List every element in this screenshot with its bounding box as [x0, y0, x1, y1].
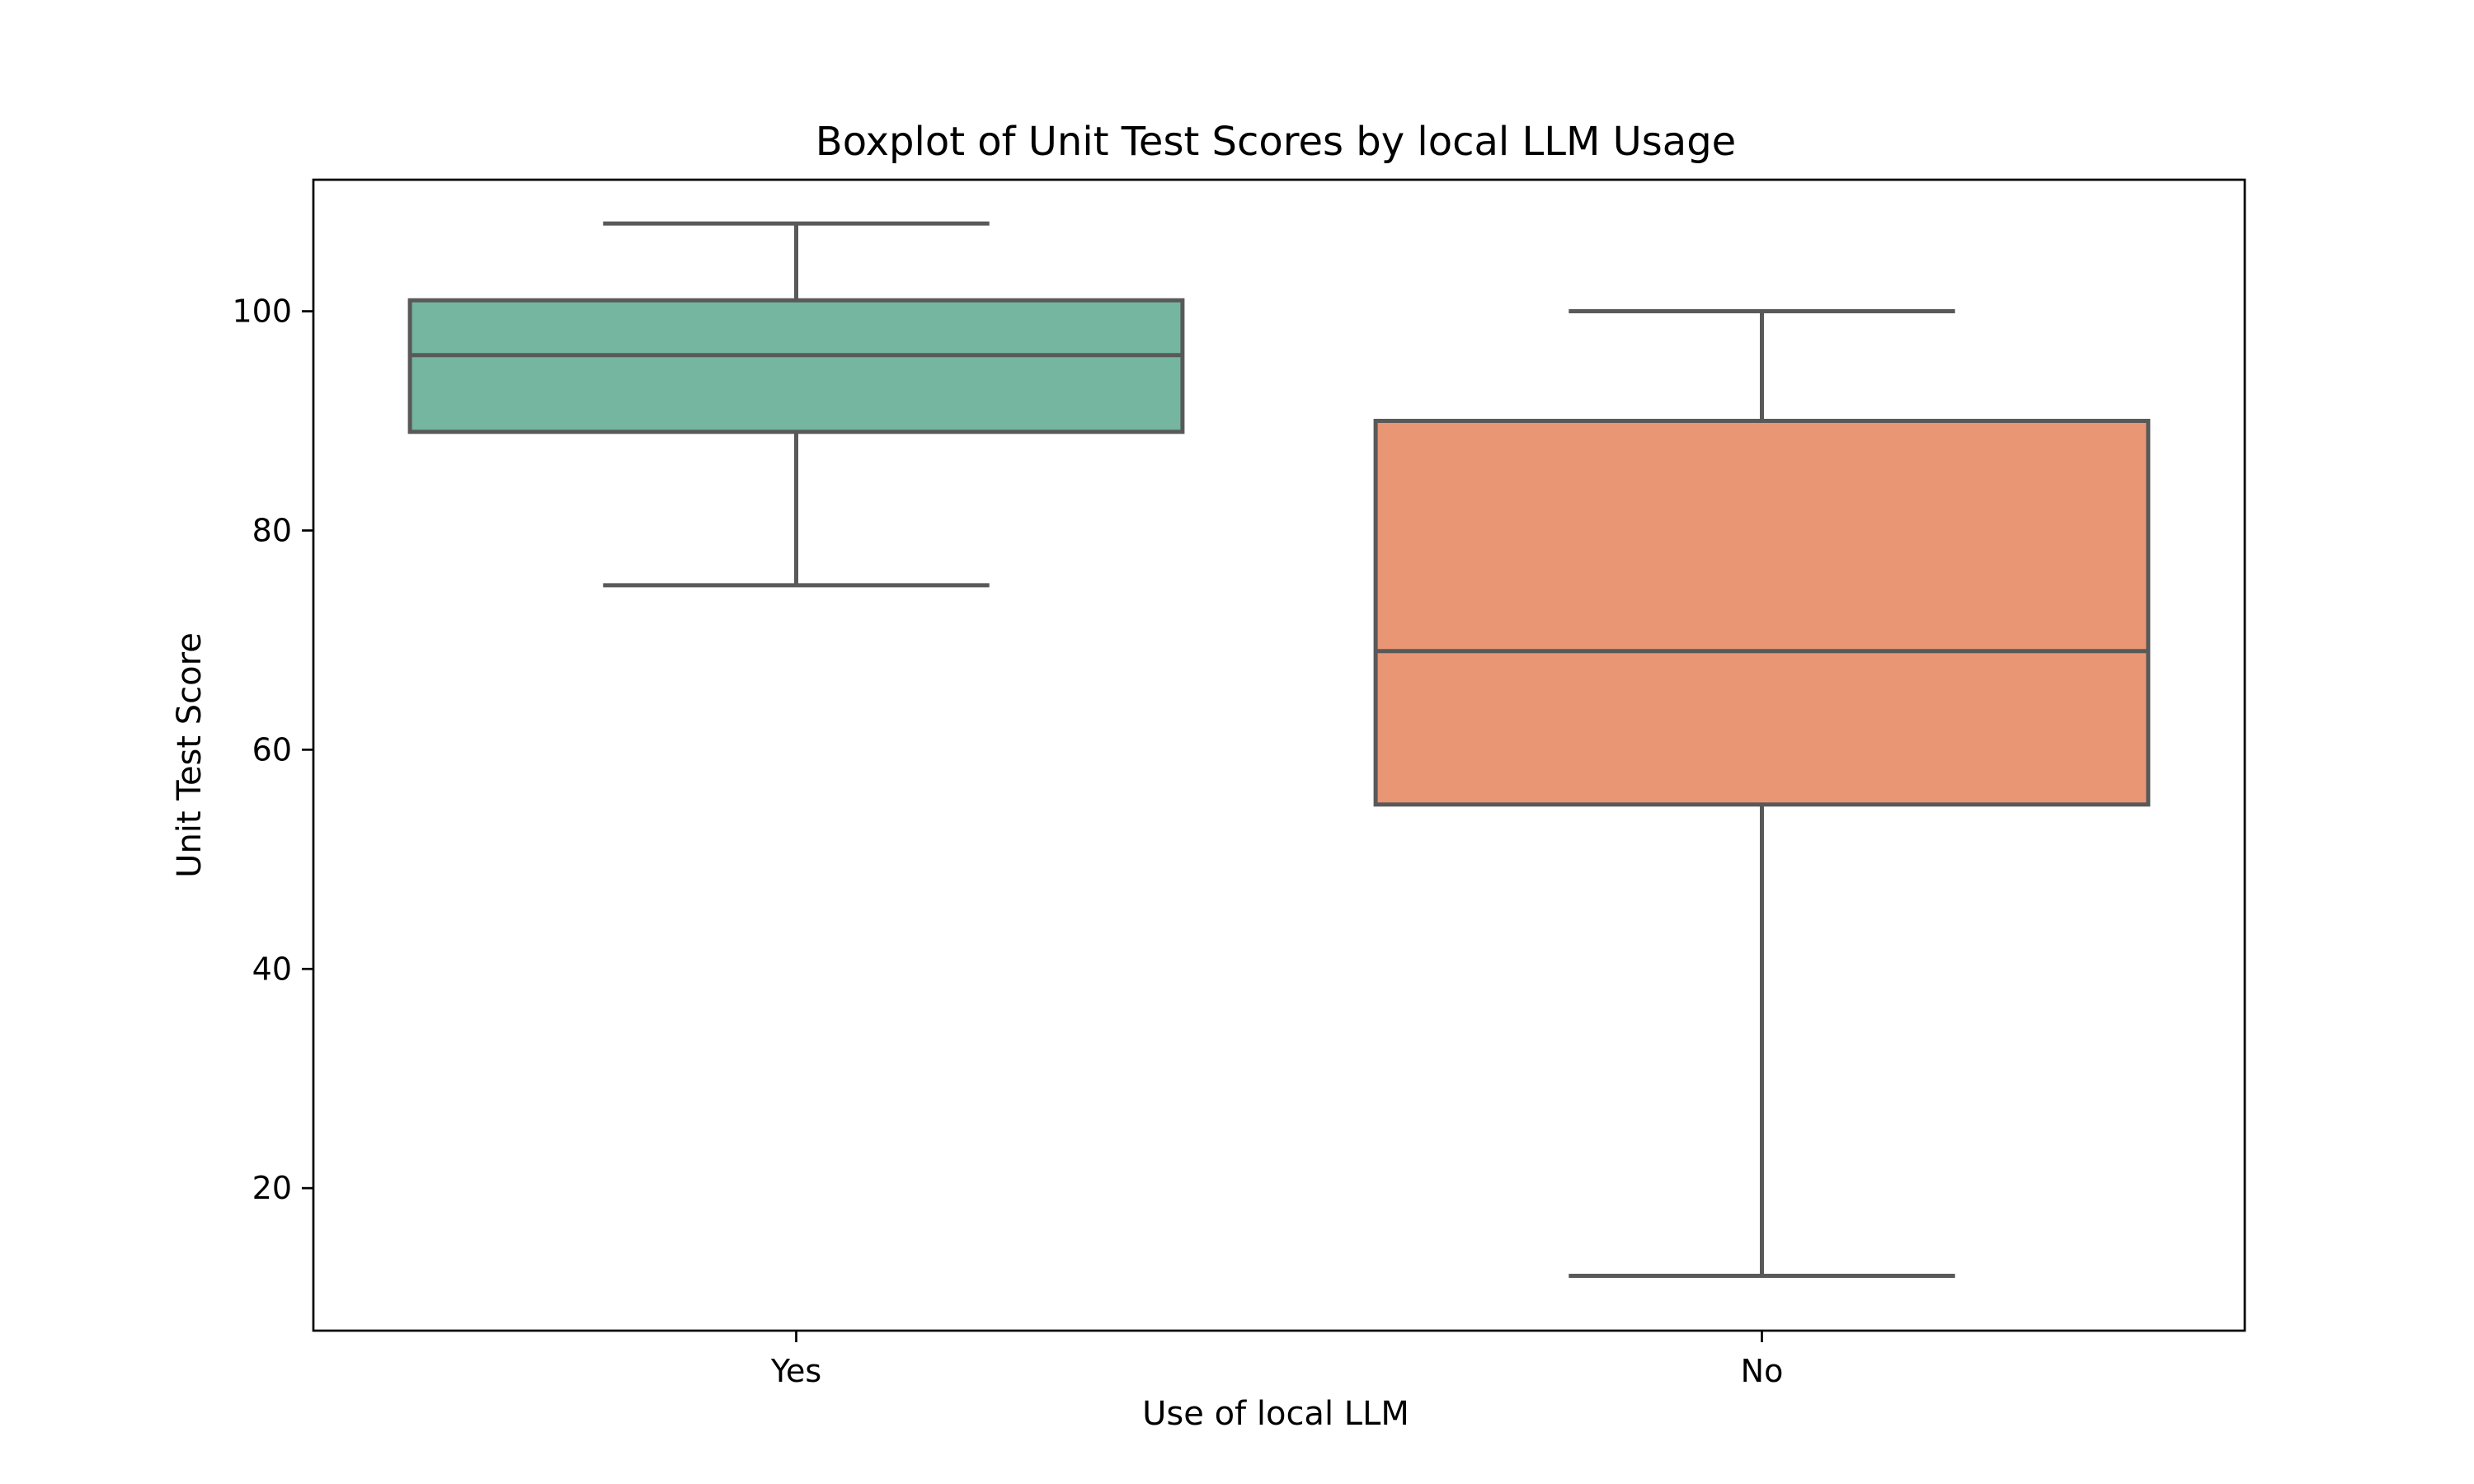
y-tick-label: 100 [232, 294, 292, 330]
box-no [1373, 418, 2151, 807]
y-tick-label: 60 [252, 731, 292, 768]
box-yes [407, 298, 1185, 434]
x-tick-label: Yes [770, 1353, 821, 1389]
plot-frame [312, 178, 2246, 1332]
chart-title: Boxplot of Unit Test Scores by local LLM… [816, 119, 1736, 165]
plot-area: 20 40 60 80 100 Yes No [232, 178, 2246, 1389]
y-tick-label: 20 [252, 1170, 292, 1206]
y-tick-label: 80 [252, 512, 292, 548]
x-axis-label: Use of local LLM [1142, 1395, 1409, 1433]
y-tick-label: 40 [252, 951, 292, 987]
y-axis-label: Unit Test Score [171, 632, 209, 878]
x-tick-label: No [1741, 1353, 1784, 1389]
